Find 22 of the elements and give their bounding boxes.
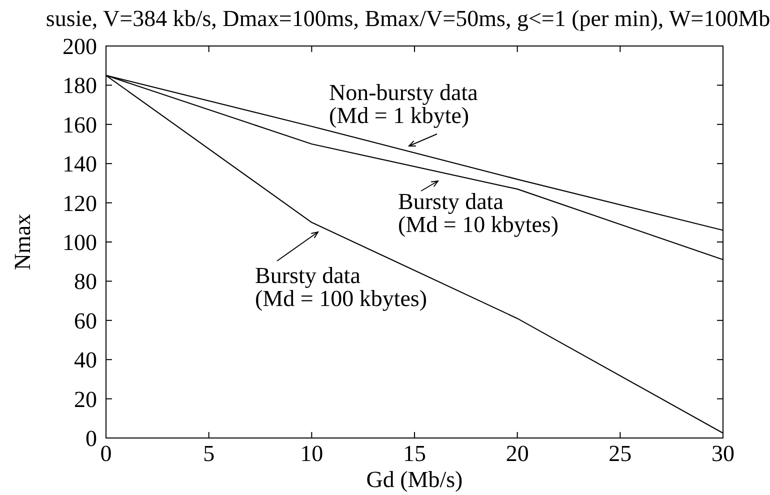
- y-tick-label: 40: [74, 348, 97, 373]
- x-tick-label: 5: [203, 441, 215, 466]
- y-tick-label: 180: [62, 73, 97, 98]
- x-tick-label: 30: [712, 441, 734, 466]
- y-axis-title: Nmax: [10, 213, 35, 270]
- annotation: Bursty data (Md = 10 kbytes): [398, 189, 559, 237]
- y-tick-label: 20: [74, 386, 97, 412]
- y-tick-label: 140: [62, 152, 97, 177]
- y-tick-label: 60: [74, 308, 97, 334]
- x-tick-label: 20: [506, 441, 529, 466]
- x-tick-label: 25: [608, 441, 632, 466]
- annotation: Non-bursty data (Md = 1 kbyte): [329, 80, 478, 128]
- y-tick-label: 80: [74, 269, 97, 294]
- chart-title: susie, V=384 kb/s, Dmax=100ms, Bmax/V=50ms, g<=1 (per min), W=100Mb: [46, 6, 770, 31]
- x-tick-label: 10: [300, 441, 324, 466]
- y-tick-label: 100: [62, 230, 97, 255]
- y-tick-label: 200: [62, 34, 97, 59]
- x-axis-title: Gd (Mb/s): [366, 467, 463, 492]
- annotation: Bursty data (Md = 100 kbytes): [255, 263, 428, 311]
- y-tick-label: 120: [62, 190, 97, 216]
- y-tick-label: 160: [62, 112, 97, 138]
- x-tick-label: 15: [403, 441, 426, 466]
